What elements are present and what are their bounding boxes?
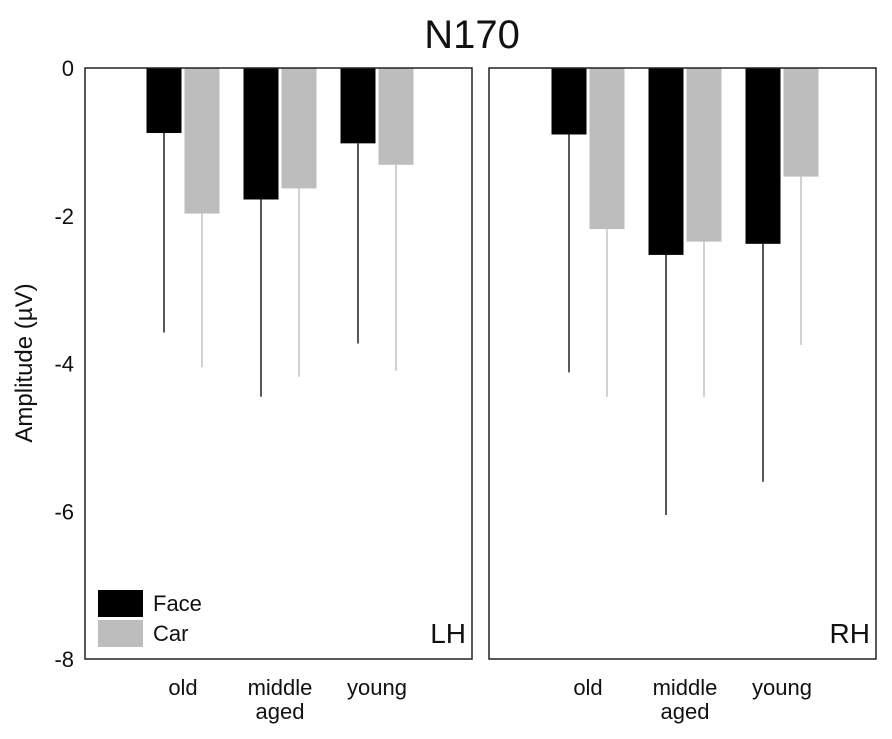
bar-RH-Car-0: [589, 68, 625, 230]
bar-LH-Car-0: [184, 68, 220, 214]
bar-RH-Face-0: [551, 68, 587, 135]
y-axis-label: Amplitude (µV): [11, 283, 38, 442]
y-tick-label-1: -2: [54, 204, 74, 229]
panel-label-RH: RH: [830, 618, 870, 649]
panel-frame-LH: [84, 67, 473, 660]
bar-LH-Car-2: [378, 68, 414, 165]
legend-label-face: Face: [153, 591, 202, 616]
y-tick-label-4: -8: [54, 647, 74, 672]
y-tick-label-2: -4: [54, 352, 74, 377]
x-tick-label-RH-0-0: old: [573, 675, 602, 700]
x-tick-label-LH-1-0: middle: [248, 675, 313, 700]
bar-LH-Face-2: [340, 68, 376, 144]
legend-swatch-face: [98, 590, 143, 617]
legend-label-car: Car: [153, 621, 188, 646]
x-tick-label-RH-1-0: middle: [653, 675, 718, 700]
bar-RH-Face-1: [648, 68, 684, 255]
panel-label-LH: LH: [430, 618, 466, 649]
x-tick-label-RH-2-0: young: [752, 675, 812, 700]
y-tick-label-0: 0: [62, 56, 74, 81]
bar-LH-Car-1: [281, 68, 317, 189]
y-tick-label-3: -6: [54, 499, 74, 524]
bar-RH-Car-1: [686, 68, 722, 242]
x-tick-label-RH-1-1: aged: [661, 699, 710, 724]
x-tick-label-LH-2-0: young: [347, 675, 407, 700]
bar-LH-Face-1: [243, 68, 279, 200]
chart-title: N170: [424, 13, 520, 57]
x-tick-label-LH-0-0: old: [168, 675, 197, 700]
panel-frame-RH: [488, 67, 877, 660]
bar-RH-Car-2: [783, 68, 819, 177]
bar-RH-Face-2: [745, 68, 781, 244]
legend-swatch-car: [98, 620, 143, 647]
bar-LH-Face-0: [146, 68, 182, 134]
x-tick-label-LH-1-1: aged: [256, 699, 305, 724]
